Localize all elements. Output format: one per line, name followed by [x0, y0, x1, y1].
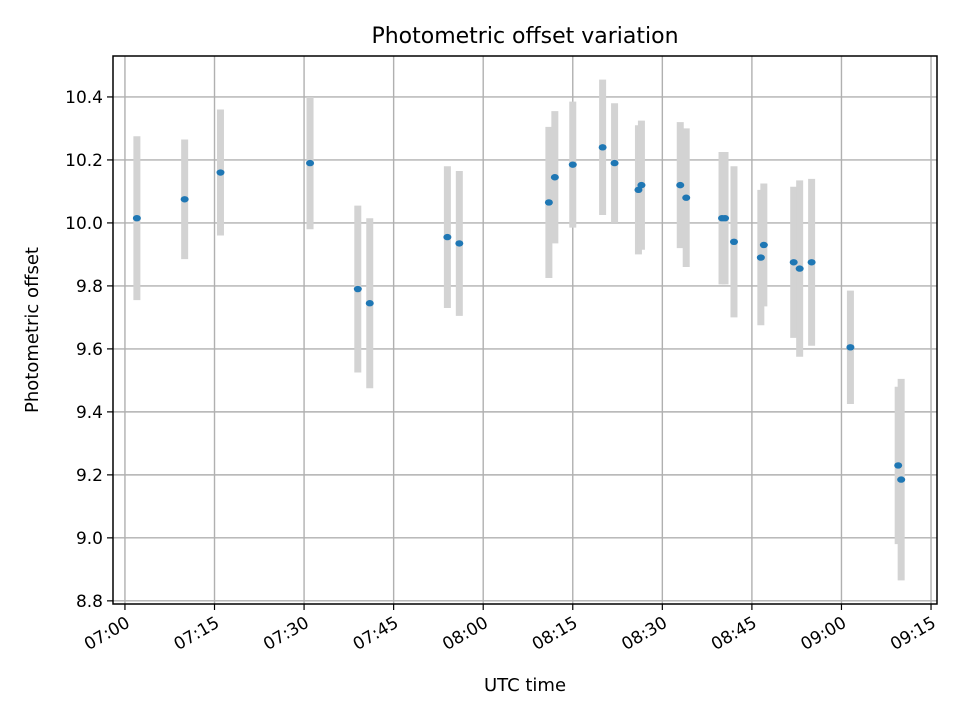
data-point	[721, 214, 730, 222]
error-bars	[133, 79, 905, 581]
data-point	[443, 233, 452, 241]
data-point	[353, 285, 362, 293]
x-tick-label: 07:15	[171, 613, 223, 655]
data-point	[897, 476, 906, 483]
data-point	[894, 462, 903, 469]
x-tick-label: 07:45	[350, 613, 402, 655]
x-tick-label: 07:30	[260, 613, 312, 655]
x-tick-label: 08:15	[529, 613, 581, 655]
y-tick-label: 10.4	[65, 88, 103, 108]
data-point	[132, 214, 141, 222]
data-point	[544, 199, 553, 206]
x-axis-ticks: 07:00 07:15 07:30 07:45 08:00 08:15 08:30 08:45…	[81, 604, 940, 655]
plot-frame	[112, 55, 938, 605]
data-point	[682, 194, 691, 201]
data-point	[610, 159, 619, 167]
y-tick-label: 9.6	[76, 340, 103, 360]
data-point	[306, 159, 315, 167]
data-point	[759, 241, 768, 249]
y-axis-label: Photometric offset	[22, 247, 43, 413]
data-point	[729, 238, 738, 246]
y-tick-label: 9.4	[76, 403, 103, 423]
x-tick-label: 08:00	[439, 613, 491, 655]
data-point	[365, 300, 374, 307]
data-point	[455, 240, 464, 247]
data-point	[846, 344, 855, 351]
y-tick-label: 9.2	[76, 466, 103, 486]
y-tick-label: 10.0	[65, 214, 103, 234]
x-axis-label: UTC time	[484, 675, 566, 696]
data-point	[637, 181, 646, 189]
data-point	[634, 186, 643, 194]
data-point	[676, 181, 685, 189]
x-tick-label: 07:00	[81, 613, 133, 655]
data-point	[789, 259, 798, 266]
data-point	[216, 169, 225, 176]
data-point	[598, 144, 607, 151]
data-points	[132, 144, 906, 483]
chart-title: Photometric offset variation	[371, 24, 678, 49]
y-axis-ticks: 8.8 9.0 9.2 9.4 9.6 9.8 10.0 10.2 10.4	[65, 88, 113, 612]
data-point	[795, 265, 804, 272]
x-tick-label: 09:00	[798, 613, 850, 655]
y-tick-label: 10.2	[65, 151, 103, 171]
y-tick-label: 9.8	[76, 277, 103, 297]
x-tick-label: 08:45	[708, 613, 760, 655]
data-point	[756, 254, 765, 261]
y-tick-label: 9.0	[76, 529, 103, 549]
y-tick-label: 8.8	[76, 592, 103, 612]
data-point	[568, 161, 577, 168]
data-point	[550, 174, 559, 181]
data-point	[807, 259, 816, 266]
data-point	[180, 196, 189, 203]
x-tick-label: 08:30	[618, 613, 670, 655]
x-tick-label: 09:15	[887, 613, 939, 655]
